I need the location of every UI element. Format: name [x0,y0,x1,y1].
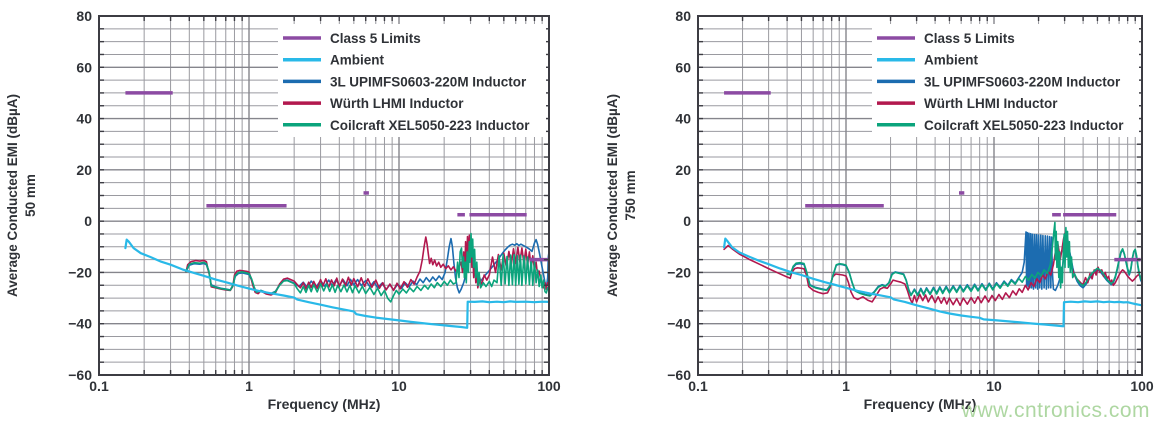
watermark-text: www.cntronics.com [961,399,1150,422]
y-tick-label: −20 [667,264,691,280]
x-tick-label: 10 [986,378,1002,394]
emi-chart-50mm-svg: Class 5 Limits Ambient 3L UPIMFS0603-220M … [5,8,561,412]
axis-tick-marks [99,16,549,375]
x-axis-title: Frequency (MHz) [268,396,381,412]
series-red-inductor-path [723,232,1143,307]
legend-label: Coilcraft XEL5050-223 Inductor [924,118,1124,133]
y-axis-distance-label: 50 mm [23,174,38,217]
y-tick-label: 20 [675,162,691,178]
y-tick-label: 40 [675,111,691,127]
series-curves [124,232,551,329]
axis-tick-marks [698,16,1142,375]
series-curves [723,221,1144,328]
legend-label: Coilcraft XEL5050-223 Inductor [330,118,530,133]
y-axis-title: Average Conducted EMI (dBµA) [605,94,620,297]
legend-label: Class 5 Limits [330,31,421,46]
class5-limit-segments [724,91,1141,262]
x-tick-label: 1 [842,378,850,394]
legend-label: Würth LHMI Inductor [924,96,1058,111]
y-tick-label: 80 [76,8,92,24]
y-axis-title: Average Conducted EMI (dBµA) [5,94,20,297]
emi-chart-750mm-svg: Class 5 Limits Ambient 3L UPIMFS0603-220M … [605,8,1154,412]
class5-limit-segments [125,91,549,262]
legend: Class 5 Limits Ambient 3L UPIMFS0603-220M … [872,24,1139,137]
series-ambient-path [124,238,551,329]
y-tick-label: −20 [68,264,92,280]
chart-50mm: Class 5 Limits Ambient 3L UPIMFS0603-220M … [5,8,561,412]
legend-background [278,24,546,137]
x-axis-title: Frequency (MHz) [864,396,977,412]
y-tick-label: −60 [68,367,92,383]
legend-label: 3L UPIMFS0603-220M Inductor [924,74,1121,89]
y-tick-label: −40 [667,316,691,332]
y-tick-label: 40 [76,111,92,127]
y-axis-distance-label: 750 mm [623,170,638,220]
series-green-inductor-path [786,221,1143,297]
y-tick-label: −60 [667,367,691,383]
x-tick-label: 1 [245,378,253,394]
legend-label: Ambient [924,53,979,68]
series-red-inductor-path [185,234,550,296]
x-tick-label: 0.1 [89,378,109,394]
x-tick-label: 10 [391,378,407,394]
legend-label: Ambient [330,53,385,68]
y-tick-label: 20 [76,162,92,178]
axis-labels: 80 60 40 20 0 −20 −40 −600.1 1 10 100 Frequency (MH… [605,8,1154,412]
x-tick-label: 100 [1130,378,1154,394]
y-tick-label: 80 [675,8,691,24]
y-tick-label: 0 [683,213,691,229]
legend-label: Class 5 Limits [924,31,1015,46]
x-tick-label: 0.1 [688,378,708,394]
y-tick-label: −40 [68,316,92,332]
axis-labels: 80 60 40 20 0 −20 −40 −600.1 1 10 100 Frequency (MH… [5,8,561,412]
legend-label: Würth LHMI Inductor [330,96,464,111]
legend: Class 5 Limits Ambient 3L UPIMFS0603-220M … [278,24,546,137]
y-tick-label: 0 [84,213,92,229]
y-tick-label: 60 [76,59,92,75]
legend-background [872,24,1139,137]
x-tick-label: 100 [537,378,561,394]
legend-label: 3L UPIMFS0603-220M Inductor [330,74,527,89]
chart-750mm: Class 5 Limits Ambient 3L UPIMFS0603-220M … [583,0,1166,427]
y-tick-label: 60 [675,59,691,75]
series-ambient-path [723,237,1144,328]
